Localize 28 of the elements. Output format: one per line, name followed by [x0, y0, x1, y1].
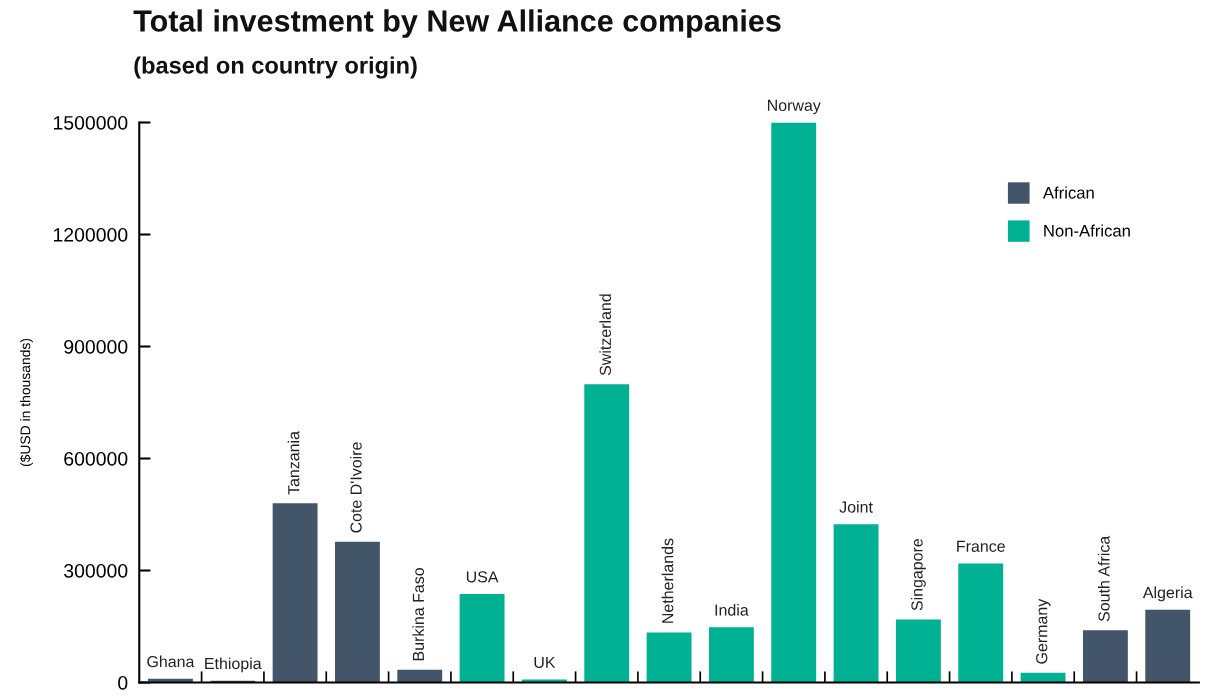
x-tick-label: South Africa	[1097, 535, 1110, 622]
x-tick-label: Cote D'Ivoire	[349, 442, 362, 533]
x-tick-label: Ghana	[147, 655, 195, 668]
x-tick-label: India	[715, 604, 749, 616]
legend-label: Non-African	[1044, 224, 1130, 237]
y-tick-label: 300000	[64, 563, 128, 578]
y-tick-label: 1500000	[53, 115, 128, 130]
x-tick-label: Germany	[1036, 598, 1051, 664]
chart-title: Total investment by New Alliance companies	[133, 9, 781, 38]
x-tick-label: Burkina Faso	[412, 568, 425, 661]
x-tick-label: Switzerland	[599, 294, 612, 376]
x-tick-label: Joint	[839, 500, 873, 513]
y-tick-label: 600000	[64, 451, 128, 466]
y-tick-label: 0	[118, 675, 128, 690]
chart-subtitle: (based on country origin)	[134, 56, 417, 79]
x-tick-label: Algeria	[1142, 586, 1193, 602]
x-tick-label: France	[957, 540, 1005, 552]
y-axis-title: ($USD in thousands)	[19, 338, 34, 467]
x-tick-label: Tanzania	[287, 431, 300, 495]
x-tick-label: Norway	[767, 99, 821, 115]
y-tick-label: 1200000	[53, 227, 128, 242]
x-tick-label: Ethiopia	[205, 657, 262, 673]
x-tick-label: USA	[466, 571, 499, 583]
legend-label: African	[1042, 186, 1094, 199]
x-tick-label: Netherlands	[661, 538, 674, 623]
y-tick-label: 900000	[64, 339, 128, 354]
x-tick-label: Singapore	[910, 538, 926, 611]
x-tick-label: UK	[534, 656, 556, 669]
